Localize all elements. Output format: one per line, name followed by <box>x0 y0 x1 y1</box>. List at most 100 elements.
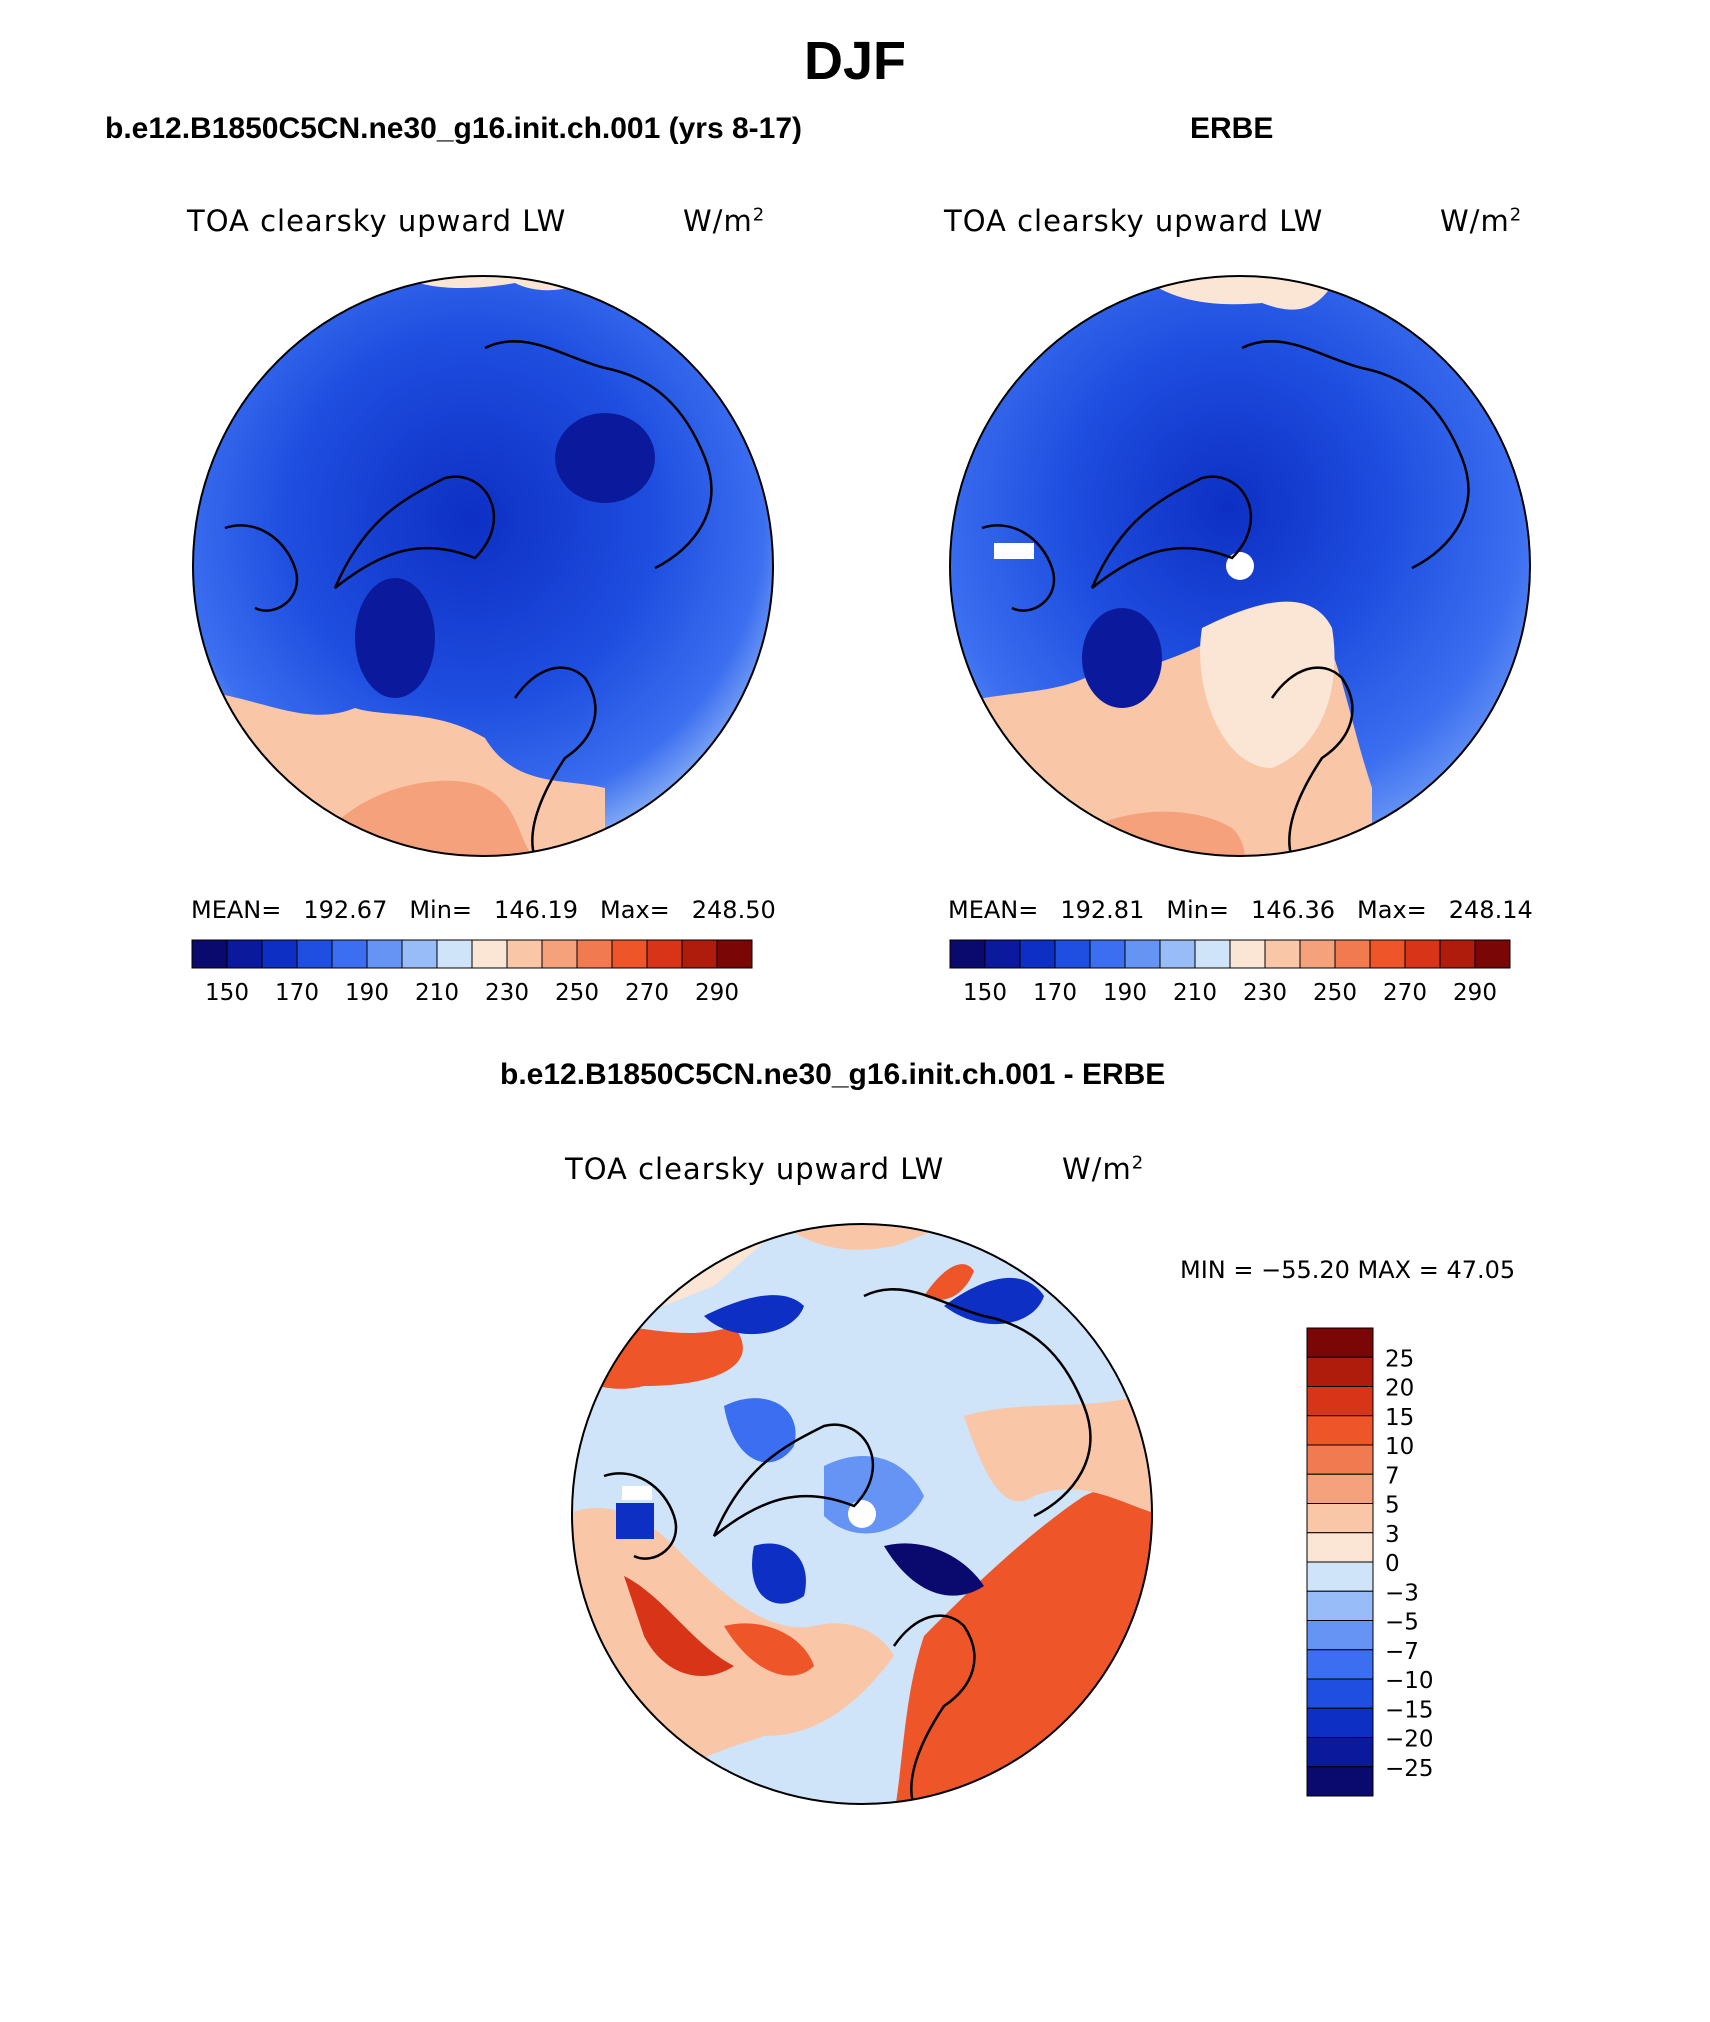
cold-spot-greenland <box>355 578 435 698</box>
panel-3-colorbar: 25 20 15 10 7 5 3 0 −3 −5 −7 −10 −15 −20 −25 <box>1306 1327 1434 1797</box>
colorbar-tick-label: −20 <box>1385 1727 1434 1753</box>
colorbar-tick-label: 10 <box>1385 1434 1414 1460</box>
colorbar-swatch <box>1306 1678 1374 1709</box>
colorbar-swatch <box>541 939 578 969</box>
colorbar-tick-label: 270 <box>625 980 669 1006</box>
colorbar-tick-label: −5 <box>1385 1610 1419 1636</box>
colorbar-tick-label: 7 <box>1385 1463 1400 1489</box>
colorbar-swatch <box>1299 939 1336 969</box>
warm-spot <box>924 1264 974 1300</box>
coastline <box>1270 666 1354 856</box>
colorbar-tick-label: 15 <box>1385 1405 1414 1431</box>
panel-3-stats: MIN = −55.20 MAX = 47.05 <box>1180 1256 1516 1284</box>
colorbar-swatch <box>191 939 228 969</box>
colorbar-swatch <box>1306 1737 1374 1768</box>
colorbar-swatch <box>1369 939 1406 969</box>
coastline <box>513 666 597 856</box>
colorbar-swatch <box>1306 1386 1374 1417</box>
colorbar-swatch <box>1306 1473 1374 1504</box>
cold-spot <box>616 1503 654 1539</box>
coastline <box>981 524 1056 612</box>
warm-spot <box>235 276 335 301</box>
missing-data <box>994 543 1034 559</box>
colorbar-swatch <box>681 939 718 969</box>
colorbar-tick-label: 230 <box>485 980 529 1006</box>
colorbar-tick-label: 290 <box>1453 980 1497 1006</box>
colorbar-swatch <box>1019 939 1056 969</box>
cold-region <box>704 1295 804 1335</box>
colorbar-tick-label: 25 <box>1385 1346 1414 1372</box>
cold-region-deep <box>884 1543 984 1596</box>
colorbar-swatch <box>366 939 403 969</box>
colorbar-swatch <box>576 939 613 969</box>
colorbar-swatch <box>949 939 986 969</box>
colorbar-swatch <box>1306 1590 1374 1621</box>
colorbar-swatch <box>436 939 473 969</box>
colorbar-swatch <box>611 939 648 969</box>
colorbar-swatch <box>1306 1327 1374 1358</box>
coastline <box>224 524 299 612</box>
panel-3-variable: TOA clearsky upward LW <box>565 1152 945 1186</box>
coastline <box>863 1288 1092 1518</box>
panel-1-variable: TOA clearsky upward LW <box>187 204 567 238</box>
colorbar-swatch <box>506 939 543 969</box>
warm-region-europe <box>1200 601 1335 768</box>
colorbar-tick-label: 250 <box>1313 980 1357 1006</box>
panel-1-map <box>192 275 774 857</box>
colorbar-tick-label: 20 <box>1385 1376 1414 1402</box>
panel-3-units: W/m2 <box>1062 1152 1145 1186</box>
colorbar-tick-label: −7 <box>1385 1639 1419 1665</box>
colorbar-swatch <box>1306 1766 1374 1797</box>
cold-spot-siberia <box>555 413 655 503</box>
coastline <box>712 1423 875 1537</box>
colorbar-tick-label: 210 <box>415 980 459 1006</box>
colorbar-swatch <box>1194 939 1231 969</box>
panel-2-colorbar: 150 170 190 210 230 250 270 290 <box>949 939 1511 1006</box>
colorbar-swatch <box>1264 939 1301 969</box>
colorbar-tick-label: 5 <box>1385 1493 1400 1519</box>
colorbar-swatch <box>1124 939 1161 969</box>
figure-title: DJF <box>803 31 906 91</box>
colorbar-swatch <box>1089 939 1126 969</box>
colorbar-tick-label: 190 <box>1103 980 1147 1006</box>
colorbar-swatch <box>331 939 368 969</box>
missing-data <box>622 1486 652 1500</box>
coastline <box>892 1614 976 1804</box>
panel-2-stats: MEAN= 192.81 Min= 146.36 Max= 248.14 <box>948 896 1533 924</box>
colorbar-swatch <box>1054 939 1091 969</box>
colorbar-swatch <box>471 939 508 969</box>
colorbar-swatch <box>1229 939 1266 969</box>
colorbar-tick-label: 210 <box>1173 980 1217 1006</box>
colorbar-swatch <box>1306 1532 1374 1563</box>
colorbar-tick-label: 270 <box>1383 980 1427 1006</box>
colorbar-swatch <box>1306 1444 1374 1475</box>
colorbar-swatch <box>1306 1561 1374 1592</box>
coastline <box>1241 340 1470 570</box>
cold-spot-greenland <box>1082 608 1162 708</box>
colorbar-tick-label: 190 <box>345 980 389 1006</box>
panel-2-title: ERBE <box>1190 112 1274 145</box>
cold-region-mild <box>724 1398 796 1463</box>
panel-2-units: W/m2 <box>1440 204 1523 238</box>
colorbar-swatch <box>1159 939 1196 969</box>
coastline <box>484 340 713 570</box>
colorbar-tick-label: 250 <box>555 980 599 1006</box>
colorbar-tick-label: 170 <box>1033 980 1077 1006</box>
colorbar-swatch <box>401 939 438 969</box>
colorbar-swatch <box>1306 1356 1374 1387</box>
colorbar-tick-label: 3 <box>1385 1522 1400 1548</box>
colorbar-swatch <box>1306 1707 1374 1738</box>
coastline <box>603 1472 678 1560</box>
colorbar-tick-label: 290 <box>695 980 739 1006</box>
colorbar-swatch <box>1306 1620 1374 1651</box>
colorbar-tick-label: −25 <box>1385 1756 1434 1782</box>
colorbar-swatch <box>1334 939 1371 969</box>
missing-data-pole <box>848 1500 876 1528</box>
colorbar-swatch <box>261 939 298 969</box>
colorbar-tick-label: −15 <box>1385 1697 1434 1723</box>
warm-region <box>964 1386 1152 1516</box>
colorbar-tick-label: 230 <box>1243 980 1287 1006</box>
colorbar-swatch <box>1404 939 1441 969</box>
panel-2-map <box>949 275 1531 857</box>
colorbar-swatch <box>1474 939 1511 969</box>
